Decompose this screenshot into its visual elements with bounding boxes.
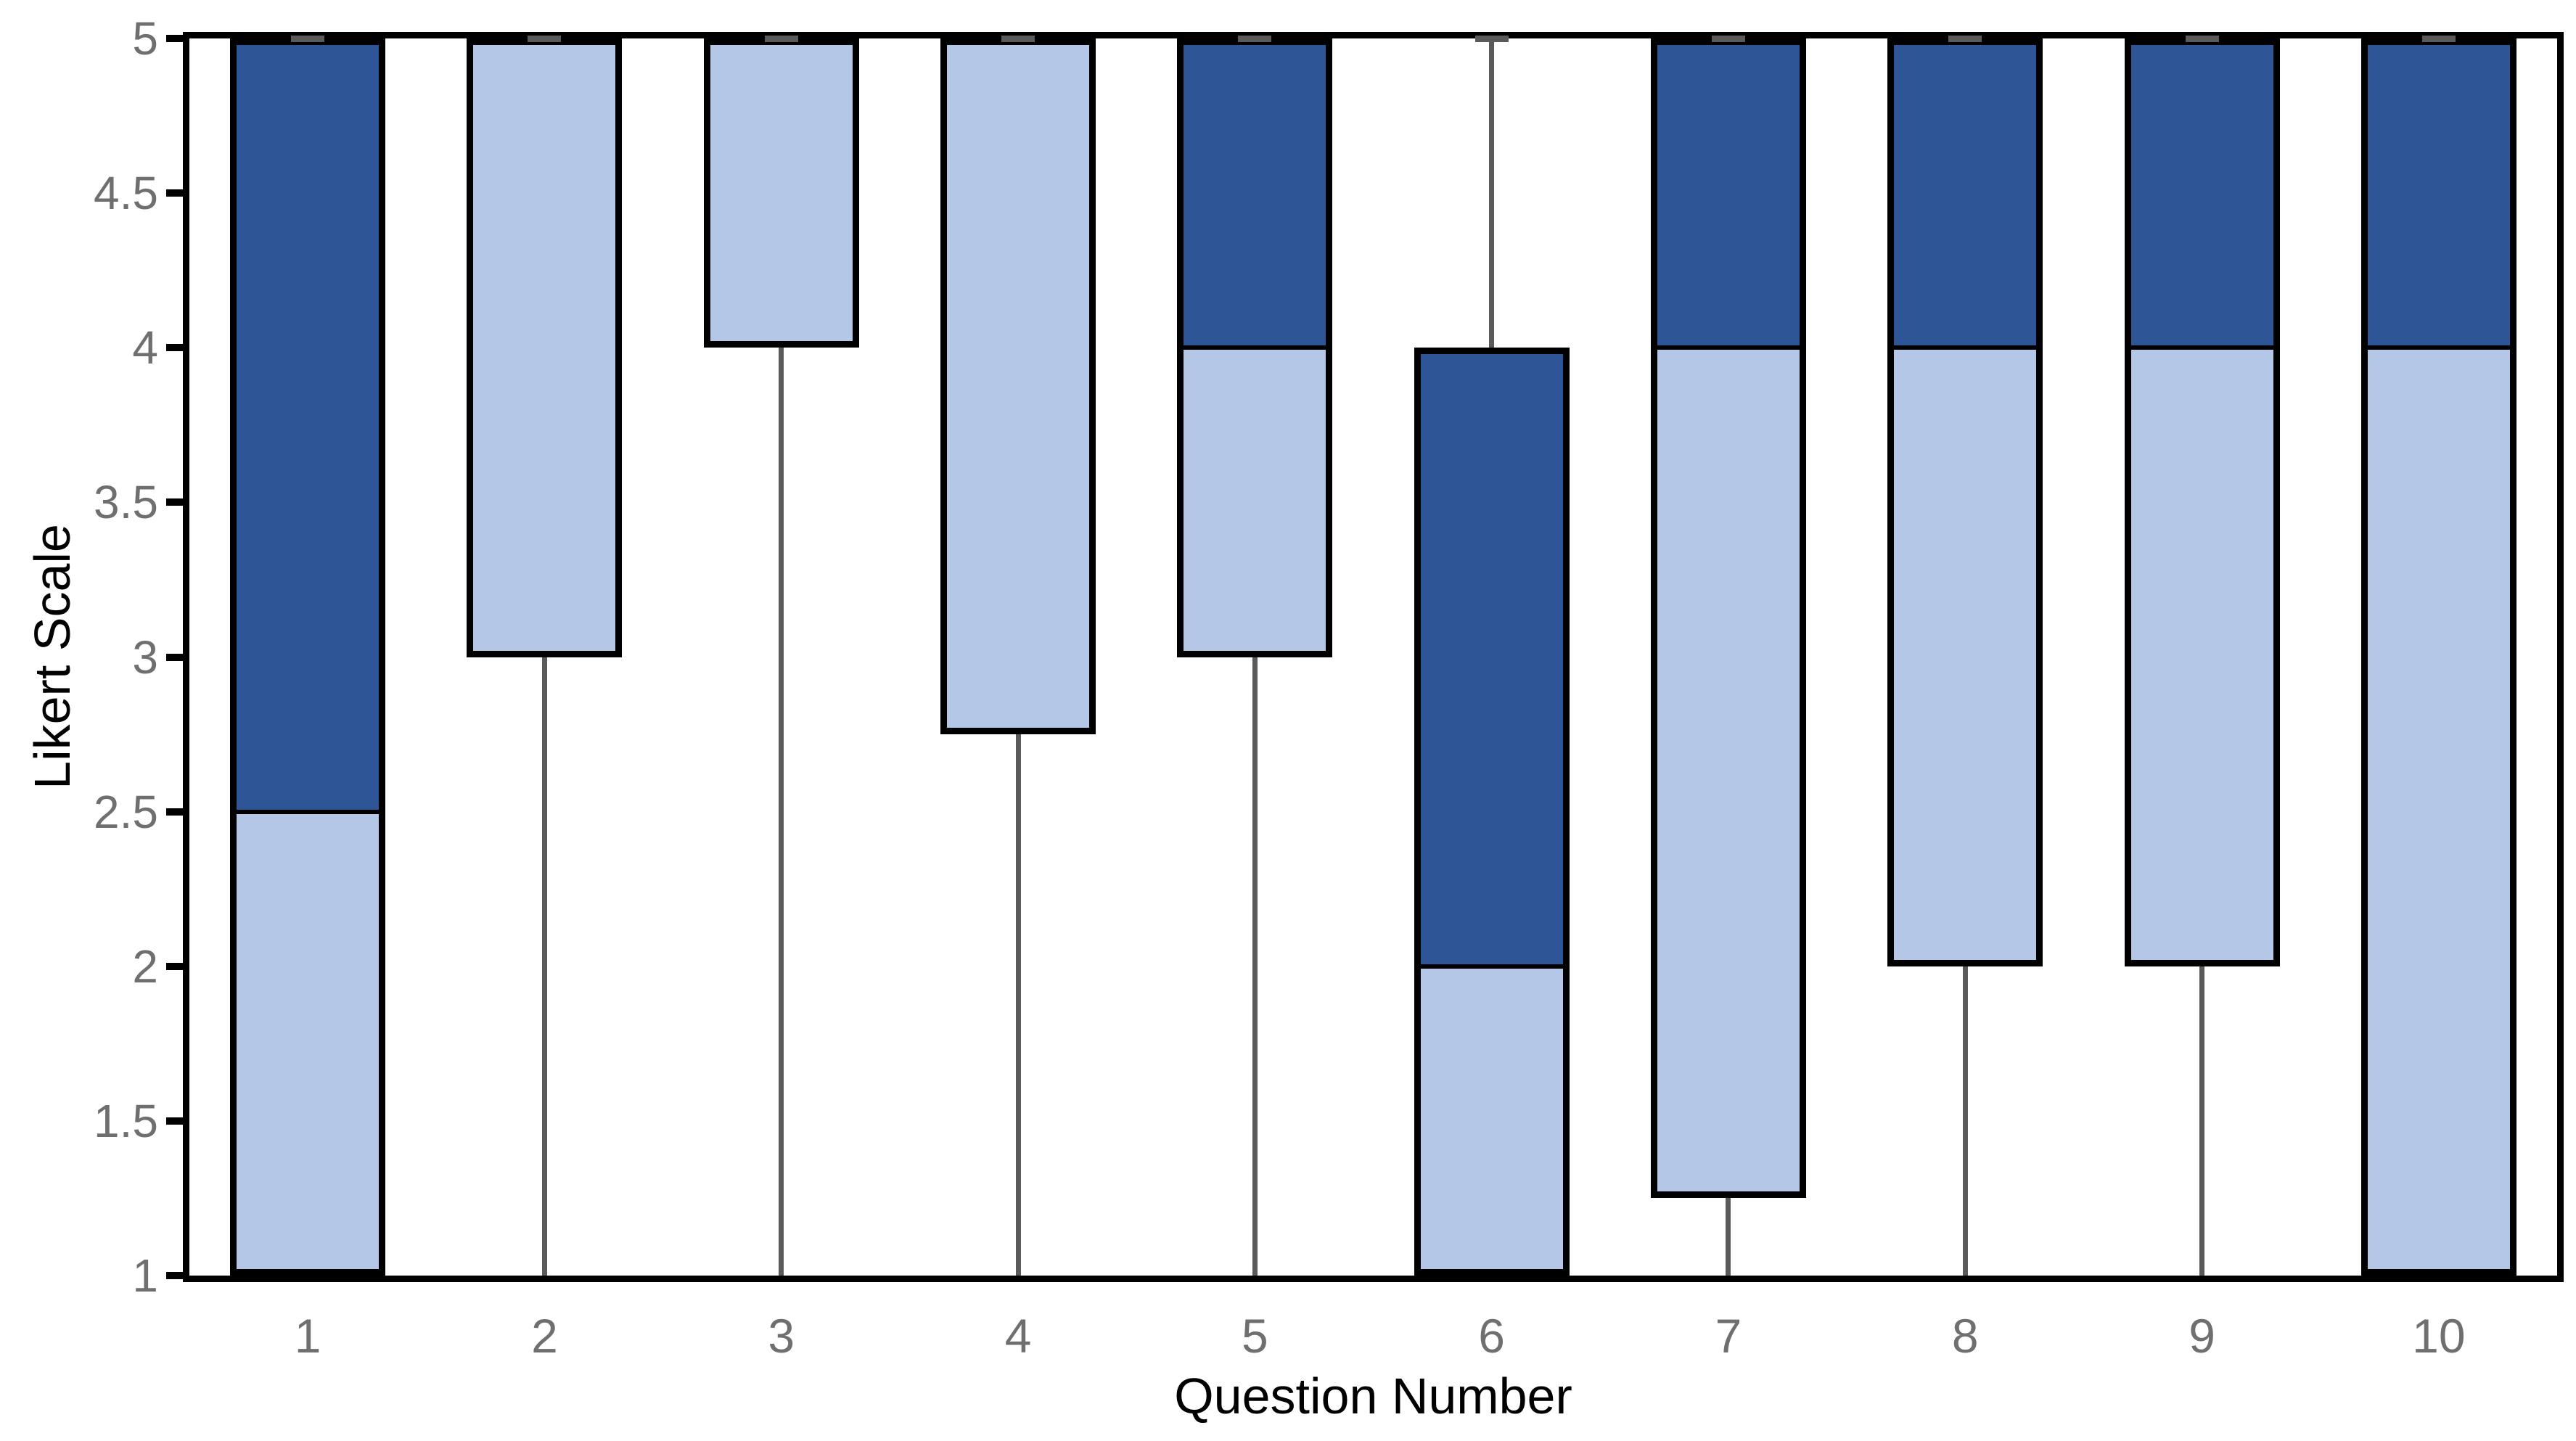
upper-whisker-cap [291,35,325,42]
x-tick-label: 8 [1951,1309,1979,1363]
y-tick-label: 2.5 [94,785,158,838]
x-tick-label: 5 [1241,1309,1268,1363]
x-axis-title: Question Number [1174,1368,1572,1424]
y-axis-tick [166,1272,184,1279]
box [703,38,859,348]
upper-whisker-cap [1238,35,1272,42]
y-axis-tick [166,808,184,816]
y-axis-tick [166,962,184,970]
median-line [1887,345,2043,350]
lower-whisker [1252,657,1258,1276]
box [940,38,1096,735]
y-axis-tick [166,653,184,661]
box [467,38,623,657]
upper-whisker-cap [2421,35,2456,42]
lower-whisker [779,348,784,1276]
y-tick-label: 4 [132,321,158,374]
y-axis-tick [166,189,184,197]
median-line [1650,345,1806,350]
x-tick-label: 7 [1715,1309,1742,1363]
upper-whisker-cap [1948,35,1982,42]
box-upper-half [1184,45,1326,348]
upper-whisker-cap [2185,35,2219,42]
box-upper-half [1420,354,1563,966]
median-line [2360,345,2516,350]
y-axis-tick [166,35,184,42]
upper-whisker-cap [1711,35,1745,42]
lower-whisker [1015,734,1021,1276]
y-axis-tick [166,344,184,352]
upper-whisker-cap [1001,35,1035,42]
y-tick-label: 5 [132,12,158,65]
x-tick-label: 3 [768,1309,795,1363]
median-line [1414,964,1570,969]
box-upper-half [237,45,380,812]
upper-whisker [1489,38,1495,348]
y-axis-tick [166,498,184,506]
box-upper-half [2130,45,2273,348]
y-axis-tick [166,1117,184,1125]
x-tick-label: 4 [1004,1309,1032,1363]
x-tick-label: 9 [2189,1309,2215,1363]
lower-whisker [1962,966,1968,1276]
plot-frame [183,32,2564,1282]
median-line [2124,345,2280,350]
box-upper-half [1657,45,1800,348]
y-tick-label: 1 [132,1249,158,1302]
x-tick-label: 1 [294,1309,321,1363]
y-tick-label: 1.5 [94,1094,158,1147]
upper-whisker-cap [528,35,562,42]
y-tick-label: 4.5 [94,167,158,220]
x-tick-label: 6 [1478,1309,1505,1363]
y-tick-label: 2 [132,940,158,993]
median-line [1177,345,1333,350]
x-tick-label: 10 [2412,1309,2466,1363]
upper-whisker-cap [1474,35,1509,42]
lower-whisker [1726,1198,1731,1276]
upper-whisker-cap [764,35,798,42]
x-tick-label: 2 [531,1309,558,1363]
box-upper-half [2367,45,2510,348]
y-tick-label: 3 [132,631,158,683]
box-upper-half [1894,45,2037,348]
lower-whisker [2199,966,2205,1276]
median-line [230,809,386,814]
lower-whisker [541,657,547,1276]
y-tick-label: 3.5 [94,476,158,529]
